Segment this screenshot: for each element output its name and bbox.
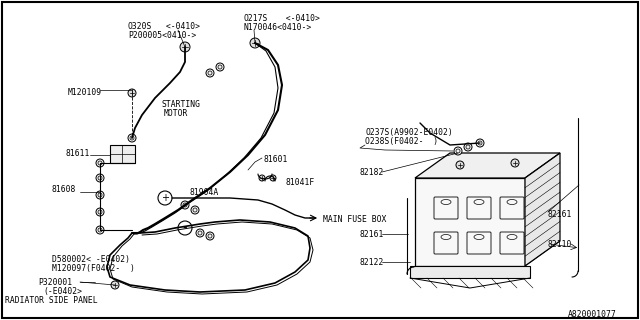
- Text: <-0410>: <-0410>: [276, 14, 320, 23]
- Circle shape: [216, 63, 224, 71]
- Circle shape: [511, 159, 519, 167]
- Circle shape: [96, 191, 104, 199]
- Text: P320001: P320001: [38, 278, 72, 287]
- Circle shape: [476, 139, 484, 147]
- Text: +: +: [161, 193, 169, 203]
- Circle shape: [96, 159, 104, 167]
- Text: P200005<0410->: P200005<0410->: [128, 31, 196, 40]
- Text: (-E0402>: (-E0402>: [43, 287, 82, 296]
- Circle shape: [206, 69, 214, 77]
- Circle shape: [180, 42, 190, 52]
- Text: 82122: 82122: [360, 258, 385, 267]
- Circle shape: [259, 175, 265, 181]
- Text: O238S(F0402-  ): O238S(F0402- ): [365, 137, 438, 146]
- Text: STARTING: STARTING: [162, 100, 201, 109]
- Circle shape: [128, 134, 136, 142]
- Circle shape: [196, 229, 204, 237]
- Circle shape: [181, 201, 189, 209]
- Polygon shape: [525, 153, 560, 266]
- Text: 81608: 81608: [52, 185, 76, 194]
- Text: MOTOR: MOTOR: [164, 109, 188, 118]
- Text: 82182: 82182: [360, 168, 385, 177]
- Text: O217S: O217S: [244, 14, 268, 23]
- Text: 82110: 82110: [548, 240, 572, 249]
- Text: 81904A: 81904A: [190, 188, 220, 197]
- Text: 81601: 81601: [263, 155, 287, 164]
- Circle shape: [206, 232, 214, 240]
- Circle shape: [464, 143, 472, 151]
- Text: O237S(A9902-E0402): O237S(A9902-E0402): [365, 128, 452, 137]
- Circle shape: [96, 208, 104, 216]
- Text: O320S: O320S: [128, 22, 152, 31]
- Circle shape: [128, 89, 136, 97]
- Text: 81041F: 81041F: [285, 178, 314, 187]
- Text: 81611: 81611: [65, 149, 90, 158]
- Polygon shape: [410, 266, 530, 278]
- Text: A820001077: A820001077: [568, 310, 617, 319]
- Circle shape: [191, 206, 199, 214]
- Circle shape: [270, 175, 276, 181]
- Text: D580002< -E0402): D580002< -E0402): [52, 255, 130, 264]
- Text: MAIN FUSE BOX: MAIN FUSE BOX: [323, 215, 387, 224]
- Bar: [415, 178, 525, 266]
- Text: N170046<0410->: N170046<0410->: [244, 23, 312, 32]
- Text: 82161: 82161: [360, 230, 385, 239]
- Polygon shape: [415, 153, 560, 178]
- Text: -: -: [183, 221, 188, 235]
- Circle shape: [456, 161, 464, 169]
- Circle shape: [96, 226, 104, 234]
- Circle shape: [96, 174, 104, 182]
- Text: <-0410>: <-0410>: [161, 22, 200, 31]
- Text: M120097(F0402-  ): M120097(F0402- ): [52, 264, 135, 273]
- Text: RADIATOR SIDE PANEL: RADIATOR SIDE PANEL: [5, 296, 98, 305]
- Bar: [110, 145, 135, 163]
- Text: 82161: 82161: [548, 210, 572, 219]
- Text: M120109: M120109: [68, 88, 102, 97]
- Circle shape: [250, 38, 260, 48]
- Circle shape: [111, 281, 119, 289]
- Circle shape: [454, 147, 462, 155]
